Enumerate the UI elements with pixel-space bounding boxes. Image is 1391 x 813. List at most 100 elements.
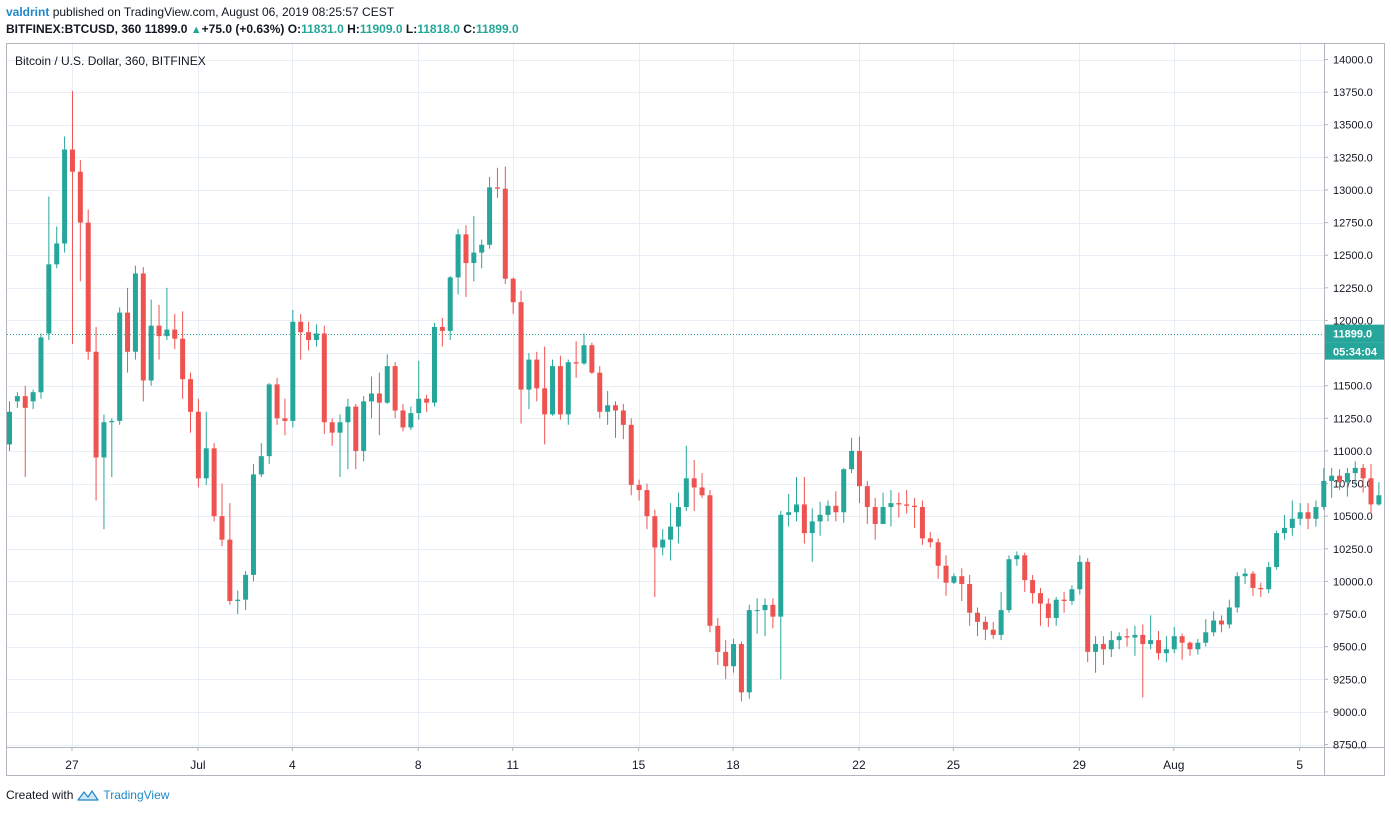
candle <box>864 480 870 524</box>
candle-body <box>864 486 870 508</box>
candle-body <box>628 424 634 485</box>
candle-body <box>636 484 642 491</box>
candle-body <box>975 612 981 622</box>
candle-body <box>1258 587 1264 590</box>
last-price: 11899.0 <box>144 22 188 36</box>
candle <box>54 226 60 269</box>
footer: Created with TradingView <box>6 788 169 802</box>
candle-body <box>833 505 839 513</box>
candle <box>1108 630 1114 658</box>
candle-body <box>872 507 878 524</box>
candle <box>243 570 249 611</box>
candle <box>849 437 855 474</box>
candle <box>479 239 485 269</box>
candle <box>927 531 933 548</box>
time-tick-label: 18 <box>726 758 740 772</box>
price-chart[interactable]: 8750.0 9000.0 9250.0 9500.0 9750.0 10000.0 102… <box>7 44 1384 775</box>
author-name[interactable]: valdrint <box>6 5 50 19</box>
time-tick-label: 8 <box>415 758 422 772</box>
candle-body <box>38 337 44 393</box>
candle-body <box>463 234 469 264</box>
candle-body <box>1156 640 1162 654</box>
candle <box>550 359 556 416</box>
candle <box>982 616 988 641</box>
candle-body <box>825 505 831 515</box>
candle-body <box>1022 555 1028 581</box>
candle <box>1344 467 1350 497</box>
candle-body <box>770 604 776 617</box>
candle-body <box>1093 644 1099 652</box>
candle-body <box>298 321 304 333</box>
candle <box>1337 469 1343 491</box>
candle <box>1281 514 1287 540</box>
price-tick-label: 9500.0 <box>1333 642 1367 654</box>
candle <box>62 136 68 253</box>
candle-body <box>1305 512 1311 519</box>
candle-body <box>14 396 20 402</box>
candle-body <box>30 392 36 402</box>
candle-body <box>605 405 611 412</box>
candle <box>715 617 721 665</box>
candle-body <box>1195 642 1201 650</box>
candle-body <box>282 418 288 421</box>
candle-body <box>668 526 674 540</box>
candle <box>534 351 540 402</box>
candle <box>959 568 965 601</box>
candle-body <box>1226 607 1232 625</box>
candle <box>132 265 138 360</box>
candle-body <box>1274 533 1280 568</box>
candle-body <box>1297 512 1303 519</box>
candle <box>258 443 264 478</box>
candle <box>195 398 201 488</box>
candle-body <box>156 325 162 337</box>
candle <box>1179 633 1185 660</box>
candle <box>754 598 760 634</box>
time-axis: 27 Jul 4 8 11 15 18 22 25 29 Aug 5 <box>65 747 1303 772</box>
candle-body <box>518 302 524 390</box>
candle-body <box>502 188 508 279</box>
candle <box>46 196 52 341</box>
candle <box>888 490 894 527</box>
candle <box>762 598 768 637</box>
time-tick-label: 11 <box>506 758 519 772</box>
candle <box>93 326 99 501</box>
candle <box>1321 467 1327 510</box>
candle-body <box>731 644 737 667</box>
candle <box>644 483 650 530</box>
low-label: L: <box>405 22 418 36</box>
candle-body <box>1069 589 1075 601</box>
candle-body <box>321 333 327 423</box>
candle <box>636 479 642 501</box>
candle-body <box>447 277 453 331</box>
candle <box>1061 591 1067 613</box>
candle <box>455 229 461 295</box>
candle <box>77 159 83 282</box>
candle <box>691 460 697 511</box>
candle <box>1218 615 1224 633</box>
candle-body <box>912 505 918 508</box>
tradingview-link[interactable]: TradingView <box>103 788 170 802</box>
candle <box>463 225 469 297</box>
candle-body <box>1116 636 1122 641</box>
grid-lines <box>7 44 1324 747</box>
candle <box>400 403 406 432</box>
candle <box>7 401 12 451</box>
countdown-badge-label: 05:34:04 <box>1333 347 1378 359</box>
chart-frame[interactable]: 8750.0 9000.0 9250.0 9500.0 9750.0 10000.0 102… <box>6 43 1385 776</box>
candle-body <box>967 584 973 613</box>
candle-body <box>219 516 225 540</box>
candle <box>1132 625 1138 656</box>
candle-body <box>1250 573 1256 588</box>
candle-body <box>943 565 949 583</box>
candle-body <box>266 384 272 457</box>
candle-body <box>919 507 925 539</box>
price-tick-label: 11500.0 <box>1333 381 1372 393</box>
candle-body <box>1329 475 1335 481</box>
candle <box>266 383 272 464</box>
candle <box>1250 570 1256 596</box>
candle <box>1234 572 1240 613</box>
candle <box>1242 568 1248 585</box>
candle <box>250 463 256 582</box>
candles <box>7 90 1382 702</box>
candle <box>140 266 146 402</box>
